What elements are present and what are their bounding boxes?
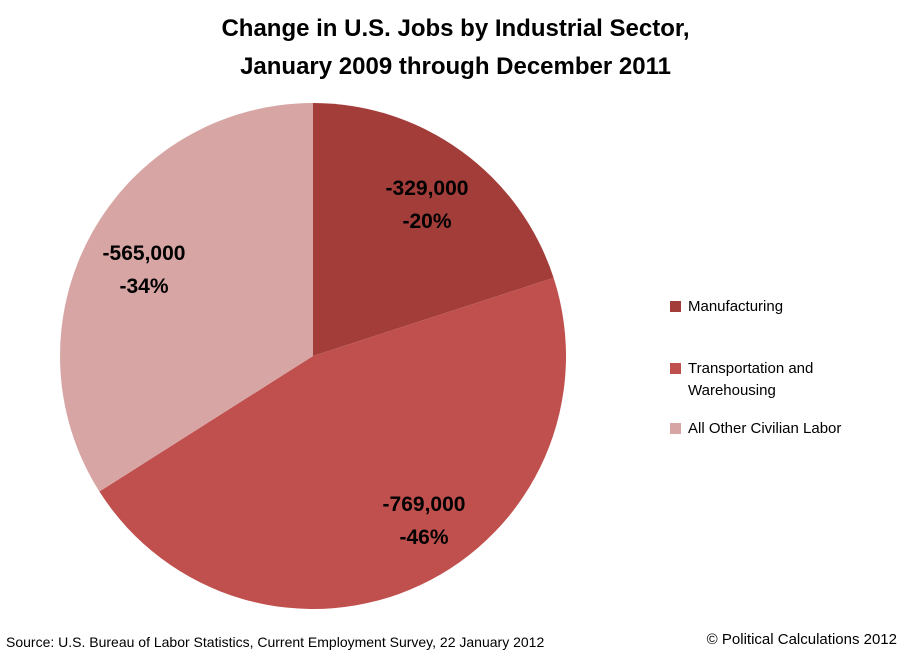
legend-label-all-other: All Other Civilian Labor bbox=[688, 420, 842, 437]
legend-marker-manufacturing-icon bbox=[670, 301, 681, 312]
legend-item-transportation: Transportation and Warehousing bbox=[670, 358, 902, 402]
legend-item-manufacturing: Manufacturing bbox=[670, 296, 902, 318]
data-label-manufacturing: -329,000 -20% bbox=[386, 172, 469, 238]
legend: Manufacturing Transportation and Warehou… bbox=[670, 296, 902, 440]
legend-marker-all-other-icon bbox=[670, 423, 681, 434]
pie-slice-manufacturing bbox=[313, 102, 554, 356]
legend-marker-transportation-icon bbox=[670, 363, 681, 374]
chart-title-line2: January 2009 through December 2011 bbox=[240, 53, 671, 80]
data-label-transportation-value: -769,000 bbox=[382, 493, 466, 516]
legend-label-transportation: Transportation and Warehousing bbox=[688, 360, 814, 399]
chart-title-line1: Change in U.S. Jobs by Industrial Sector… bbox=[221, 15, 690, 42]
data-label-all-other-value: -565,000 bbox=[102, 242, 186, 265]
legend-item-all-other: All Other Civilian Labor bbox=[670, 418, 902, 440]
pie-slice-all-other-civilian-labor bbox=[60, 103, 313, 492]
data-label-transportation-percent: -46% bbox=[399, 526, 449, 549]
chart-title: Change in U.S. Jobs by Industrial Sector… bbox=[0, 10, 911, 86]
source-note: Source: U.S. Bureau of Labor Statistics,… bbox=[6, 634, 545, 650]
data-label-transportation: -769,000 -46% bbox=[383, 488, 466, 554]
legend-label-manufacturing: Manufacturing bbox=[688, 298, 784, 315]
data-label-manufacturing-value: -329,000 bbox=[385, 177, 469, 200]
data-label-all-other: -565,000 -34% bbox=[103, 237, 186, 303]
pie-slice-transportation-and-warehousing bbox=[99, 277, 566, 609]
data-label-manufacturing-percent: -20% bbox=[402, 210, 452, 233]
copyright-note: © Political Calculations 2012 bbox=[706, 631, 897, 648]
data-label-all-other-percent: -34% bbox=[119, 275, 169, 298]
